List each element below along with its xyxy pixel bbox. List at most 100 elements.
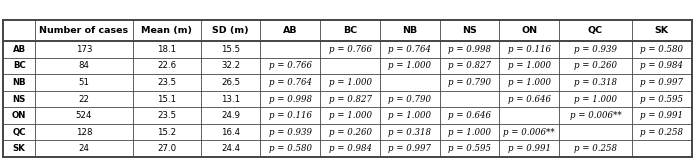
Bar [261, 58, 320, 74]
Text: 23.5: 23.5 [157, 111, 176, 120]
Text: 23.5: 23.5 [157, 78, 176, 87]
Text: p = 0.595: p = 0.595 [640, 95, 683, 104]
Text: p = 0.790: p = 0.790 [388, 95, 431, 104]
Bar [3, 140, 35, 157]
Text: 22.6: 22.6 [157, 61, 176, 70]
Text: p = 0.764: p = 0.764 [269, 78, 312, 87]
Text: 84: 84 [78, 61, 89, 70]
Bar [380, 41, 439, 58]
Bar [320, 74, 380, 91]
Bar [559, 107, 632, 124]
Text: 128: 128 [76, 128, 92, 136]
Text: p = 0.646: p = 0.646 [507, 95, 551, 104]
Bar [499, 74, 559, 91]
Text: p = 0.827: p = 0.827 [328, 95, 371, 104]
Bar [559, 124, 632, 140]
Bar [439, 20, 499, 41]
Text: QC: QC [12, 128, 26, 136]
Text: p = 1.000: p = 1.000 [388, 111, 431, 120]
Text: p = 1.000: p = 1.000 [507, 61, 551, 70]
Bar [133, 107, 201, 124]
Bar [499, 140, 559, 157]
Bar [632, 91, 692, 107]
Bar [380, 58, 439, 74]
Bar [380, 74, 439, 91]
Bar [201, 140, 261, 157]
Bar [261, 140, 320, 157]
Bar [439, 41, 499, 58]
Text: p = 1.000: p = 1.000 [507, 78, 551, 87]
Bar [320, 41, 380, 58]
Text: p = 0.984: p = 0.984 [328, 144, 371, 153]
Bar [380, 140, 439, 157]
Text: p = 0.997: p = 0.997 [388, 144, 431, 153]
Text: p = 0.318: p = 0.318 [574, 78, 617, 87]
Bar [439, 58, 499, 74]
Text: 32.2: 32.2 [221, 61, 240, 70]
Bar [439, 107, 499, 124]
Text: QC: QC [588, 26, 603, 35]
Text: p = 0.258: p = 0.258 [574, 144, 617, 153]
Bar [35, 74, 133, 91]
Text: p = 0.260: p = 0.260 [328, 128, 371, 136]
Text: Mean (m): Mean (m) [141, 26, 192, 35]
Text: 27.0: 27.0 [157, 144, 176, 153]
Text: p = 0.939: p = 0.939 [574, 45, 617, 54]
Bar [559, 20, 632, 41]
Bar [3, 41, 35, 58]
Bar [3, 58, 35, 74]
Bar [261, 124, 320, 140]
Bar [632, 74, 692, 91]
Bar [35, 107, 133, 124]
Text: p = 0.580: p = 0.580 [640, 45, 683, 54]
Text: SK: SK [655, 26, 669, 35]
Bar [320, 58, 380, 74]
Text: p = 0.998: p = 0.998 [269, 95, 312, 104]
Bar [380, 91, 439, 107]
Bar [499, 91, 559, 107]
Bar [632, 41, 692, 58]
Bar [261, 41, 320, 58]
Bar [35, 140, 133, 157]
Text: p = 1.000: p = 1.000 [574, 95, 617, 104]
Text: p = 0.116: p = 0.116 [269, 111, 312, 120]
Bar [380, 124, 439, 140]
Bar [559, 140, 632, 157]
Text: p = 0.991: p = 0.991 [640, 111, 683, 120]
Text: SK: SK [12, 144, 26, 153]
Bar [320, 140, 380, 157]
Text: p = 0.260: p = 0.260 [574, 61, 617, 70]
Bar [439, 74, 499, 91]
Bar [133, 20, 201, 41]
Text: 18.1: 18.1 [157, 45, 176, 54]
Bar [35, 91, 133, 107]
Text: 24.9: 24.9 [221, 111, 240, 120]
Bar [499, 20, 559, 41]
Bar [3, 107, 35, 124]
Text: 22: 22 [78, 95, 89, 104]
Bar [35, 124, 133, 140]
Text: BC: BC [343, 26, 357, 35]
Text: 26.5: 26.5 [221, 78, 240, 87]
Text: ON: ON [12, 111, 26, 120]
Bar [201, 107, 261, 124]
Text: NB: NB [402, 26, 417, 35]
Bar [261, 91, 320, 107]
Bar [201, 41, 261, 58]
Text: 16.4: 16.4 [221, 128, 240, 136]
Bar [380, 107, 439, 124]
Text: p = 1.000: p = 1.000 [448, 128, 491, 136]
Text: NB: NB [12, 78, 26, 87]
Text: p = 0.766: p = 0.766 [269, 61, 312, 70]
Text: p = 0.766: p = 0.766 [328, 45, 371, 54]
Text: p = 0.006**: p = 0.006** [570, 111, 622, 120]
Bar [3, 20, 35, 41]
Text: 24: 24 [78, 144, 89, 153]
Bar [35, 58, 133, 74]
Text: p = 0.006**: p = 0.006** [503, 128, 555, 136]
Bar [3, 74, 35, 91]
Text: 13.1: 13.1 [221, 95, 240, 104]
Text: p = 0.258: p = 0.258 [640, 128, 683, 136]
Bar [35, 41, 133, 58]
Bar [261, 20, 320, 41]
